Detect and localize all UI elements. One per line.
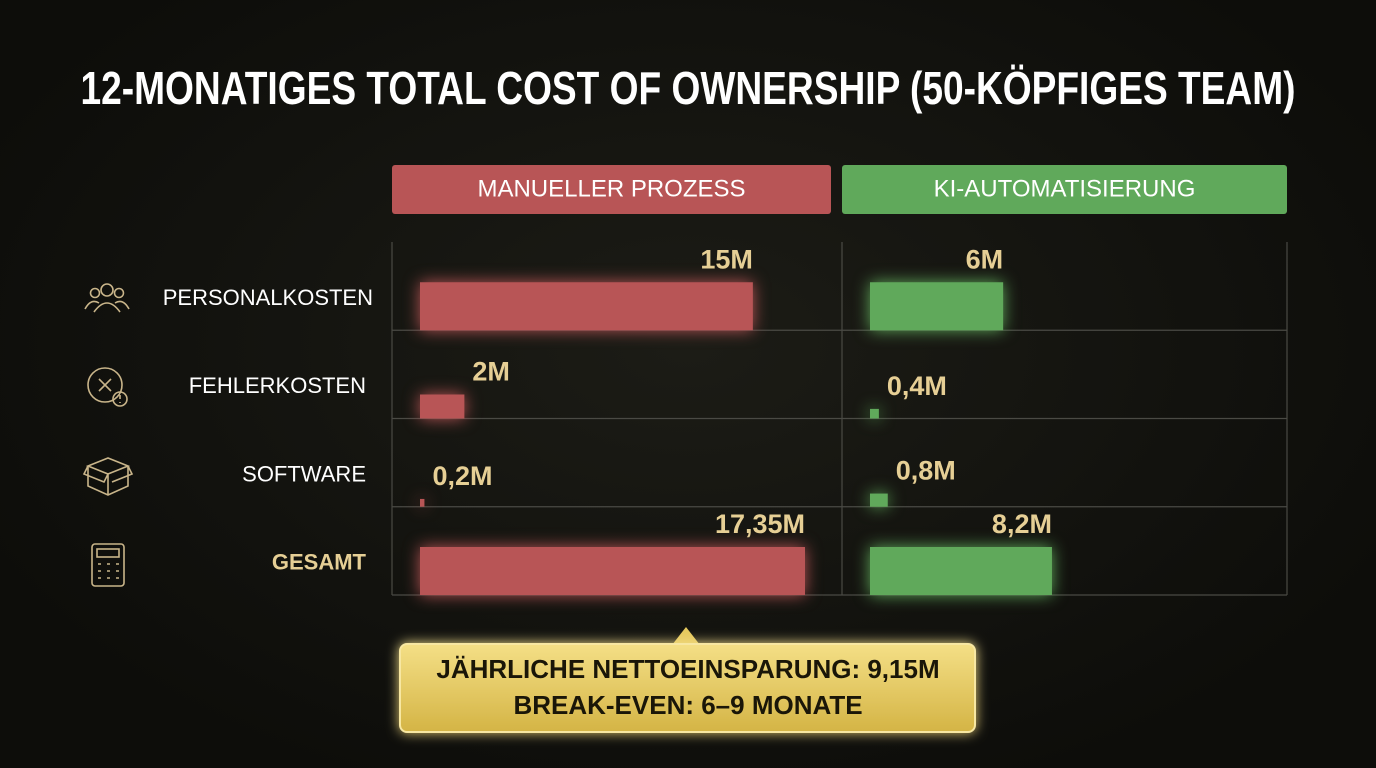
legend-label: KI-AUTOMATISIERUNG [934,175,1196,202]
icon-error [87,367,128,407]
callout-pointer [672,627,700,645]
bar [420,282,753,331]
chart-title: 12-MONATIGES TOTAL COST OF OWNERSHIP (50… [81,62,1296,114]
value-label: 17,35M [715,509,805,539]
value-label: 2M [472,357,510,387]
bar [870,493,888,507]
legend-swatch [842,165,1287,214]
row-label: FEHLERKOSTEN [189,373,366,398]
callout-box [399,643,976,733]
row-label: GESAMT [272,550,367,575]
icon-box [82,457,134,496]
bar [420,547,805,595]
value-label: 8,2M [992,509,1052,539]
icon-calculator [91,543,125,587]
row-label: SOFTWARE [242,461,366,486]
value-label: 0,2M [432,461,492,491]
value-label: 15M [700,244,753,274]
value-label: 0,8M [896,456,956,486]
icon-people [84,283,130,313]
value-label: 6M [966,244,1004,274]
bar [870,408,879,419]
value-label: 0,4M [887,371,947,401]
bar [870,547,1052,595]
annotation-line: BREAK-EVEN: 6–9 MONATE [513,690,862,720]
annotation-line: JÄHRLICHE NETTOEINSPARUNG: 9,15M [436,654,939,684]
legend-swatch [392,165,831,214]
legend-label: MANUELLER PROZESS [477,175,745,202]
bar [870,282,1004,331]
bar [420,498,425,507]
bar [420,394,465,419]
row-label: PERSONALKOSTEN [163,285,373,310]
